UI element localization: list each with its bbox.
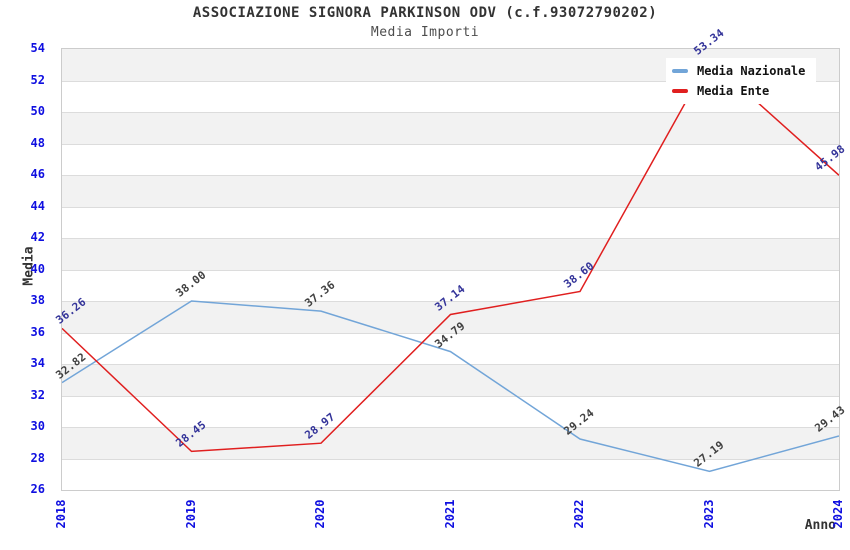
plot-band xyxy=(62,143,839,175)
y-tick-label: 26 xyxy=(30,482,45,496)
gridline xyxy=(62,332,839,334)
plot-band xyxy=(62,269,839,301)
gridline xyxy=(62,238,839,239)
gridline xyxy=(62,458,839,460)
y-tick-label: 30 xyxy=(30,419,45,433)
plot-area xyxy=(61,48,840,491)
plot-band xyxy=(62,112,839,144)
gridline xyxy=(62,364,839,365)
y-tick-label: 48 xyxy=(30,135,45,150)
y-tick-label: 38 xyxy=(30,293,45,307)
x-tick-label: 2020 xyxy=(313,499,327,529)
y-tick-label: 34 xyxy=(30,356,45,370)
y-tick-label: 42 xyxy=(30,230,45,244)
plot-band xyxy=(62,238,839,270)
y-tick-label: 46 xyxy=(30,167,45,181)
chart-title: ASSOCIAZIONE SIGNORA PARKINSON ODV (c.f.… xyxy=(192,5,658,21)
series-line-media-ente xyxy=(62,58,839,453)
gridline xyxy=(62,143,839,145)
legend-label: Media Ente xyxy=(697,84,770,98)
y-tick-label: 52 xyxy=(30,72,45,87)
y-tick-label: 44 xyxy=(30,198,45,213)
x-tick-label: 2022 xyxy=(572,499,586,529)
gridline xyxy=(62,269,839,271)
y-tick-label: 54 xyxy=(30,41,45,55)
gridline xyxy=(62,112,839,113)
legend: Media Nazionale Media Ente xyxy=(666,58,816,104)
gridline xyxy=(62,206,839,208)
plot-band xyxy=(62,332,839,364)
gridline xyxy=(62,301,839,302)
gridline xyxy=(62,427,839,428)
y-tick-label: 50 xyxy=(30,104,45,118)
gridline xyxy=(62,395,839,397)
plot-band xyxy=(62,175,839,207)
legend-swatch-icon xyxy=(672,69,688,73)
plot-band xyxy=(62,395,839,427)
plot-band xyxy=(62,301,839,333)
y-tick-label: 40 xyxy=(30,261,45,276)
legend-item: Media Ente xyxy=(672,81,810,101)
legend-swatch-icon xyxy=(672,89,688,93)
x-tick-label: 2024 xyxy=(831,499,845,529)
y-tick-label: 28 xyxy=(30,450,45,465)
x-tick-label: 2021 xyxy=(442,499,457,529)
legend-label: Media Nazionale xyxy=(697,64,806,78)
y-tick-label: 32 xyxy=(30,387,45,402)
plot-band xyxy=(62,458,839,490)
x-axis-title: Anno xyxy=(804,518,836,533)
x-tick-label: 2023 xyxy=(701,499,716,529)
line-series-svg xyxy=(62,58,839,473)
plot-band xyxy=(62,206,839,238)
y-tick-label: 36 xyxy=(30,324,45,339)
plot-band xyxy=(62,364,839,396)
legend-item: Media Nazionale xyxy=(672,61,810,81)
series-line-media-nazionale xyxy=(62,300,839,473)
x-tick-label: 2018 xyxy=(54,499,68,529)
chart-subtitle: Media Importi xyxy=(370,25,480,40)
plot-band xyxy=(62,427,839,459)
x-tick-label: 2019 xyxy=(183,499,198,529)
gridline xyxy=(62,80,839,82)
gridline xyxy=(62,175,839,176)
